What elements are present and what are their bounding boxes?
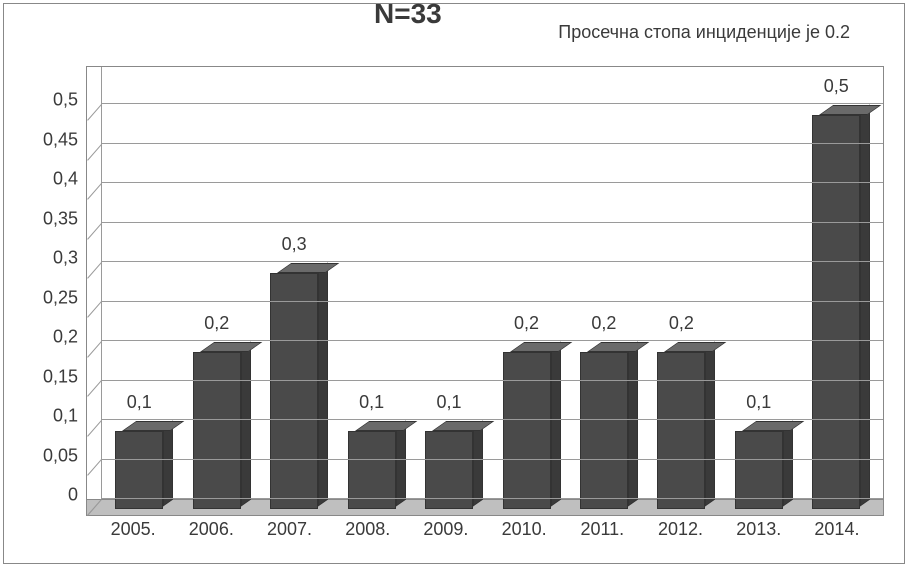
bar-value-label: 0,2 [591,313,616,334]
bar-slot: 0,2 [565,352,642,510]
bar-slot: 0,2 [643,352,720,510]
x-tick-label: 2014. [798,515,876,545]
x-tick-label: 2013. [720,515,798,545]
y-tick-label: 0,45 [43,129,78,150]
chart-container: N=33 Просечна стопа инциденције je 0.2 0… [3,3,905,564]
bar: 0,2 [580,352,628,510]
y-tick-label: 0,1 [53,406,78,427]
x-axis: 2005.2006.2007.2008.2009.2010.2011.2012.… [86,515,884,545]
plot-area: 0,1 0,2 0,3 0,1 0,1 0,2 0,2 0,2 0,1 0,5 [86,66,884,516]
gridline [101,419,883,420]
gridline [101,459,883,460]
y-tick-label: 0,05 [43,445,78,466]
gridline [101,261,883,262]
y-tick-label: 0,15 [43,366,78,387]
y-tick-label: 0,5 [53,90,78,111]
bar-slot: 0,2 [178,352,255,510]
y-tick-label: 0,25 [43,287,78,308]
bar-value-label: 0,2 [514,313,539,334]
bar-slot: 0,5 [798,115,875,510]
x-tick-label: 2011. [563,515,641,545]
bar: 0,5 [812,115,860,510]
y-tick-label: 0,3 [53,248,78,269]
bar-value-label: 0,1 [127,392,152,413]
bar-slot: 0,3 [255,273,332,510]
x-tick-label: 2010. [485,515,563,545]
chart-title: N=33 [374,0,442,30]
x-tick-label: 2008. [329,515,407,545]
y-tick-label: 0,35 [43,208,78,229]
y-tick-label: 0,2 [53,327,78,348]
bar: 0,3 [270,273,318,510]
bar-value-label: 0,5 [824,76,849,97]
x-tick-label: 2012. [641,515,719,545]
bar: 0,2 [657,352,705,510]
chart-subtitle: Просечна стопа инциденције je 0.2 [558,22,850,43]
bar: 0,2 [503,352,551,510]
x-tick-label: 2005. [94,515,172,545]
x-tick-label: 2007. [250,515,328,545]
gridline [101,498,883,499]
gridline [101,301,883,302]
gridline [101,380,883,381]
gridline [101,340,883,341]
gridline [101,143,883,144]
bar-value-label: 0,1 [746,392,771,413]
bar-value-label: 0,2 [204,313,229,334]
x-tick-label: 2006. [172,515,250,545]
bar-value-label: 0,1 [437,392,462,413]
gridline [101,103,883,104]
y-tick-label: 0 [68,485,78,506]
bars-row: 0,1 0,2 0,3 0,1 0,1 0,2 0,2 0,2 0,1 0,5 [93,75,883,509]
gridline [101,222,883,223]
plot-wrapper: 0 0,05 0,1 0,15 0,2 0,25 0,3 0,35 0,4 0,45 0,5 0,1… [30,66,884,545]
bar: 0,2 [193,352,241,510]
y-axis: 0 0,05 0,1 0,15 0,2 0,25 0,3 0,35 0,4 0,45 0,5 [30,66,86,516]
gridline [101,182,883,183]
bar-value-label: 0,1 [359,392,384,413]
bar-value-label: 0,2 [669,313,694,334]
x-tick-label: 2009. [407,515,485,545]
bar-slot: 0,2 [488,352,565,510]
bar-value-label: 0,3 [282,234,307,255]
y-tick-label: 0,4 [53,169,78,190]
